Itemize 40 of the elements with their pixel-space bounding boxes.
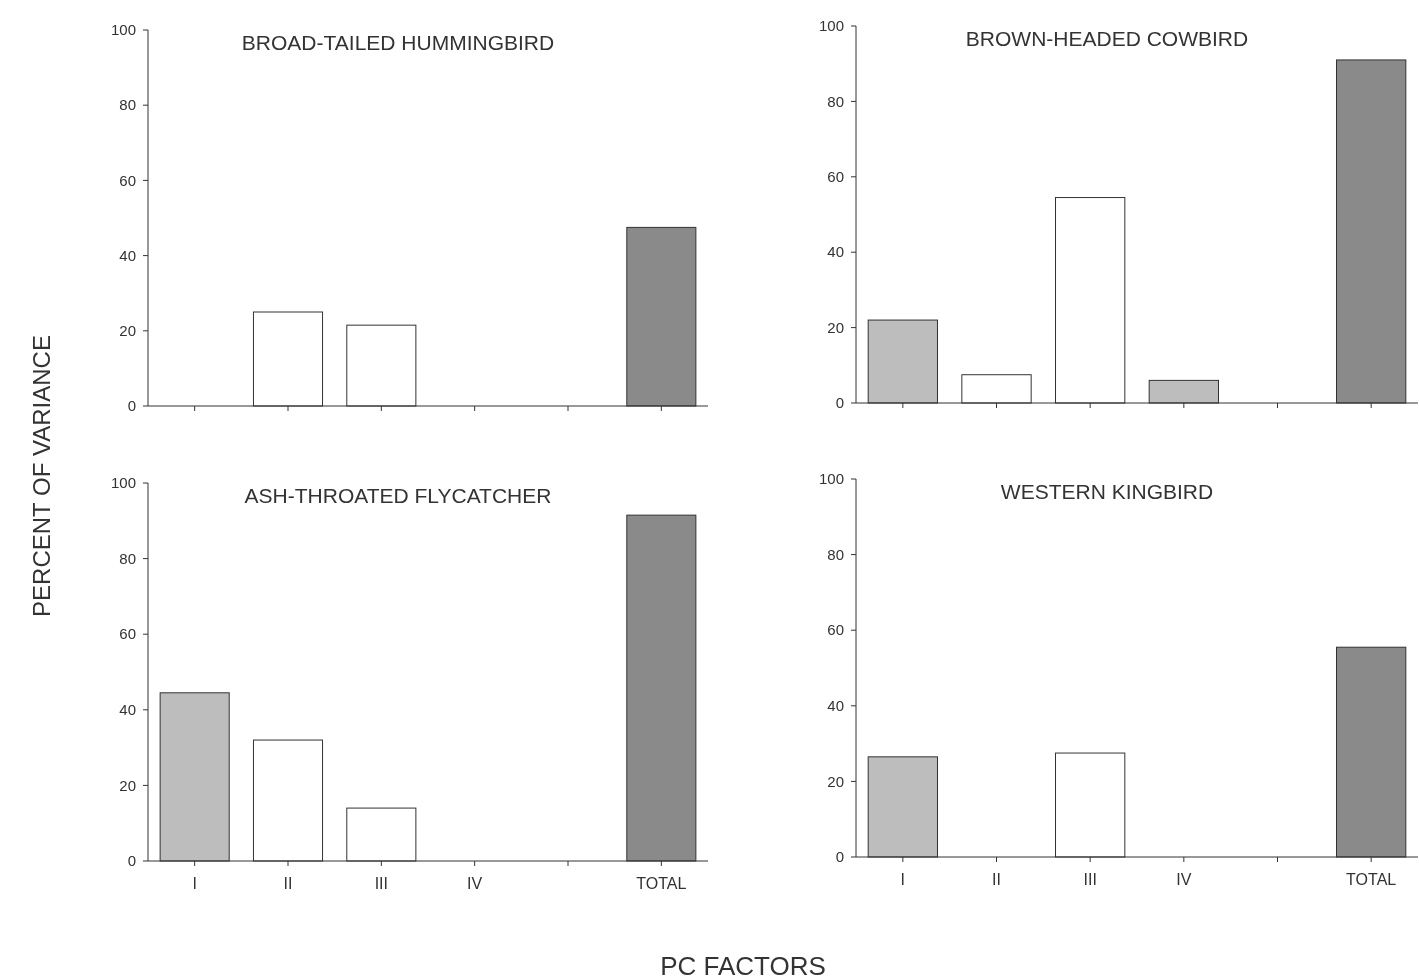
x-tick-label: III xyxy=(374,875,389,892)
y-tick-label: 60 xyxy=(119,625,136,643)
x-tick-label: I xyxy=(900,871,906,888)
y-tick-label: 0 xyxy=(127,852,136,870)
x-tick-label: III xyxy=(1083,871,1097,888)
y-tick-label: 60 xyxy=(827,621,844,639)
y-tick-label: 20 xyxy=(119,322,136,340)
x-axis-title: PC FACTORS xyxy=(660,951,826,976)
chart-title: ASH-THROATED FLYCATCHER xyxy=(244,484,552,507)
x-tick-label: I xyxy=(192,875,197,892)
x-tick-label: II xyxy=(283,875,293,892)
y-tick-label: 100 xyxy=(818,470,844,488)
x-tick-label: IV xyxy=(1176,871,1192,888)
chart-title: WESTERN KINGBIRD xyxy=(1000,480,1214,503)
y-tick-label: 100 xyxy=(110,474,136,492)
y-tick-label: 40 xyxy=(827,243,844,261)
y-tick-label: 80 xyxy=(119,549,136,567)
chart-title: BROAD-TAILED HUMMINGBIRD xyxy=(241,31,555,54)
x-tick-label: II xyxy=(992,871,1001,888)
x-tick-label: TOTAL xyxy=(1346,871,1397,888)
chart-title: BROWN-HEADED COWBIRD xyxy=(965,27,1249,50)
y-axis-title: PERCENT OF VARIANCE xyxy=(28,335,55,617)
y-tick-label: 100 xyxy=(818,17,844,35)
y-tick-label: 80 xyxy=(827,92,844,110)
y-tick-label: 20 xyxy=(827,772,844,790)
x-tick-label: TOTAL xyxy=(636,875,687,892)
y-tick-label: 60 xyxy=(827,168,844,186)
y-tick-label: 80 xyxy=(119,96,136,114)
y-tick-label: 0 xyxy=(127,397,136,415)
y-tick-label: 0 xyxy=(835,394,844,412)
y-tick-label: 40 xyxy=(119,701,136,719)
y-tick-label: 80 xyxy=(827,545,844,563)
y-tick-label: 20 xyxy=(119,776,136,794)
y-tick-label: 40 xyxy=(827,697,844,715)
x-tick-label: IV xyxy=(467,875,483,892)
y-tick-label: 40 xyxy=(119,246,136,264)
y-tick-label: 60 xyxy=(119,171,136,189)
y-tick-label: 0 xyxy=(835,848,844,866)
y-tick-label: 20 xyxy=(827,318,844,336)
y-tick-label: 100 xyxy=(110,21,136,39)
